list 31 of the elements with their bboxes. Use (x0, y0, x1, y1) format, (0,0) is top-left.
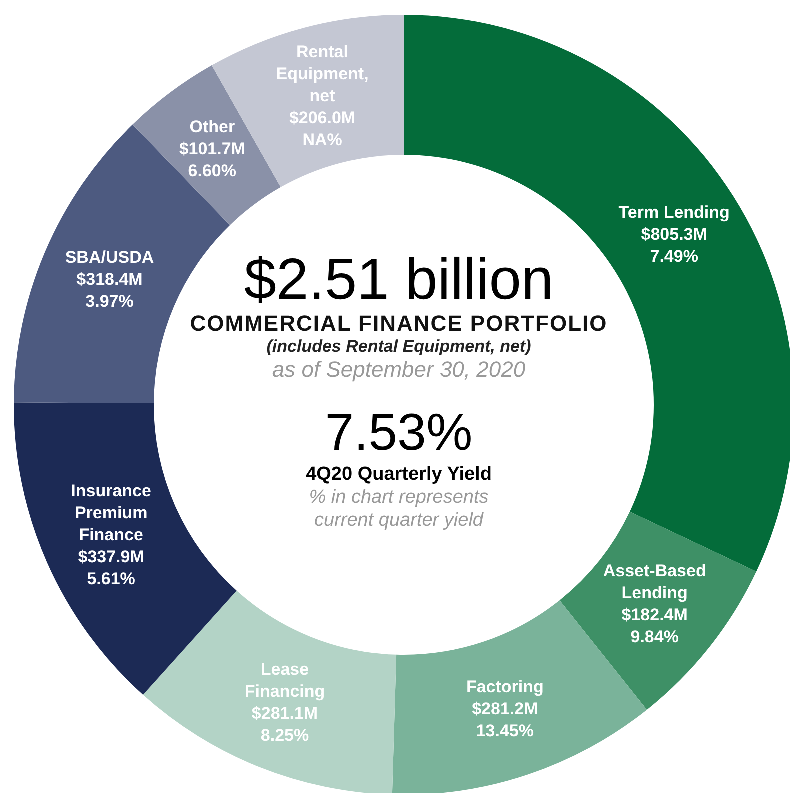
text: % in chart represents current quarter yield (308, 486, 490, 532)
text: 3.97% (86, 292, 134, 311)
text: $2.51 billion (244, 247, 554, 312)
data-label: $337.9M (78, 546, 144, 566)
text: COMMERCIAL FINANCE PORTFOLIO (190, 310, 608, 337)
data-label: $805.3M (641, 224, 708, 244)
slice-label: Insurance Premium Finance (71, 480, 152, 544)
data-label: $101.7M (179, 139, 246, 158)
data-label: $281.2M (472, 699, 538, 718)
text: 6.60% (188, 161, 236, 180)
slice-label: Asset-Based Lending (603, 561, 706, 602)
slice-label: Lease Financing (244, 660, 326, 701)
text: 4Q20 Quarterly Yield (306, 464, 492, 487)
data-label: $206.0M (289, 108, 356, 128)
data-label: $318.4M (76, 270, 143, 289)
text: (includes Rental Equipment, net) (266, 336, 532, 358)
slice-label: Term Lending (618, 202, 730, 222)
text: 9.84% (630, 627, 679, 646)
text: NA% (302, 130, 342, 150)
slice-label: Other (190, 117, 236, 136)
slice-label: Factoring (466, 677, 544, 696)
text: 5.61% (87, 568, 136, 588)
text: 7.49% (650, 246, 698, 266)
text: 8.25% (260, 726, 310, 745)
text: 7.53% (325, 402, 473, 464)
data-label: $281.1M (252, 704, 318, 723)
data-label: $182.4M (622, 605, 688, 624)
slice-label: Rental Equipment, net (276, 42, 369, 106)
slice-label: SBA/USDA (65, 248, 154, 267)
text: as of September 30, 2020 (272, 357, 526, 384)
text: 13.45% (476, 721, 534, 740)
